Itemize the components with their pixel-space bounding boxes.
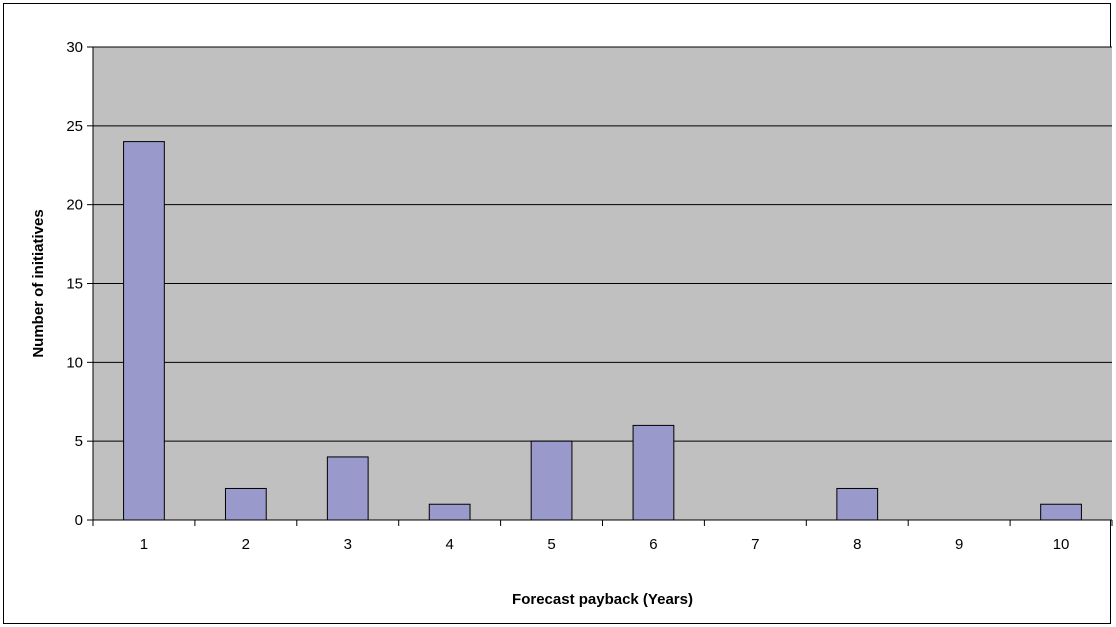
- x-tick-labels: 1 2 3 4 5 6 7 8 9 10: [140, 536, 1070, 553]
- y-axis-title: Number of initiatives: [30, 209, 47, 357]
- bar-10: [1040, 503, 1082, 521]
- bar-4: [428, 503, 471, 521]
- x-tick-label: 1: [140, 536, 148, 553]
- bar-3: [326, 456, 369, 521]
- y-tick-label: 5: [75, 433, 83, 450]
- bar-5: [530, 440, 573, 521]
- axes: [87, 46, 1113, 526]
- x-tick-label: 3: [344, 536, 352, 553]
- x-tick-label: 10: [1053, 536, 1070, 553]
- x-tick-label: 7: [751, 536, 759, 553]
- x-axis-title: Forecast payback (Years): [512, 591, 693, 608]
- bar-2: [224, 487, 267, 521]
- y-tick-label: 30: [66, 39, 83, 56]
- x-tick-label: 8: [853, 536, 861, 553]
- x-tick-label: 4: [445, 536, 453, 553]
- x-tick-label: 2: [242, 536, 250, 553]
- y-tick-label: 0: [75, 512, 83, 529]
- bar-1: [123, 141, 165, 521]
- y-tick-label: 20: [66, 197, 83, 214]
- x-tick-label: 9: [955, 536, 963, 553]
- y-tick-labels: 0 5 10 15 20 25 30: [66, 39, 83, 529]
- bars: [123, 141, 1082, 521]
- x-tick-label: 5: [547, 536, 555, 553]
- gridlines: [93, 46, 1112, 442]
- bar-8: [836, 487, 879, 521]
- y-tick-label: 10: [66, 354, 83, 371]
- x-tick-label: 6: [649, 536, 657, 553]
- y-tick-label: 25: [66, 118, 83, 135]
- y-tick-label: 15: [66, 276, 83, 293]
- bar-6: [632, 424, 675, 521]
